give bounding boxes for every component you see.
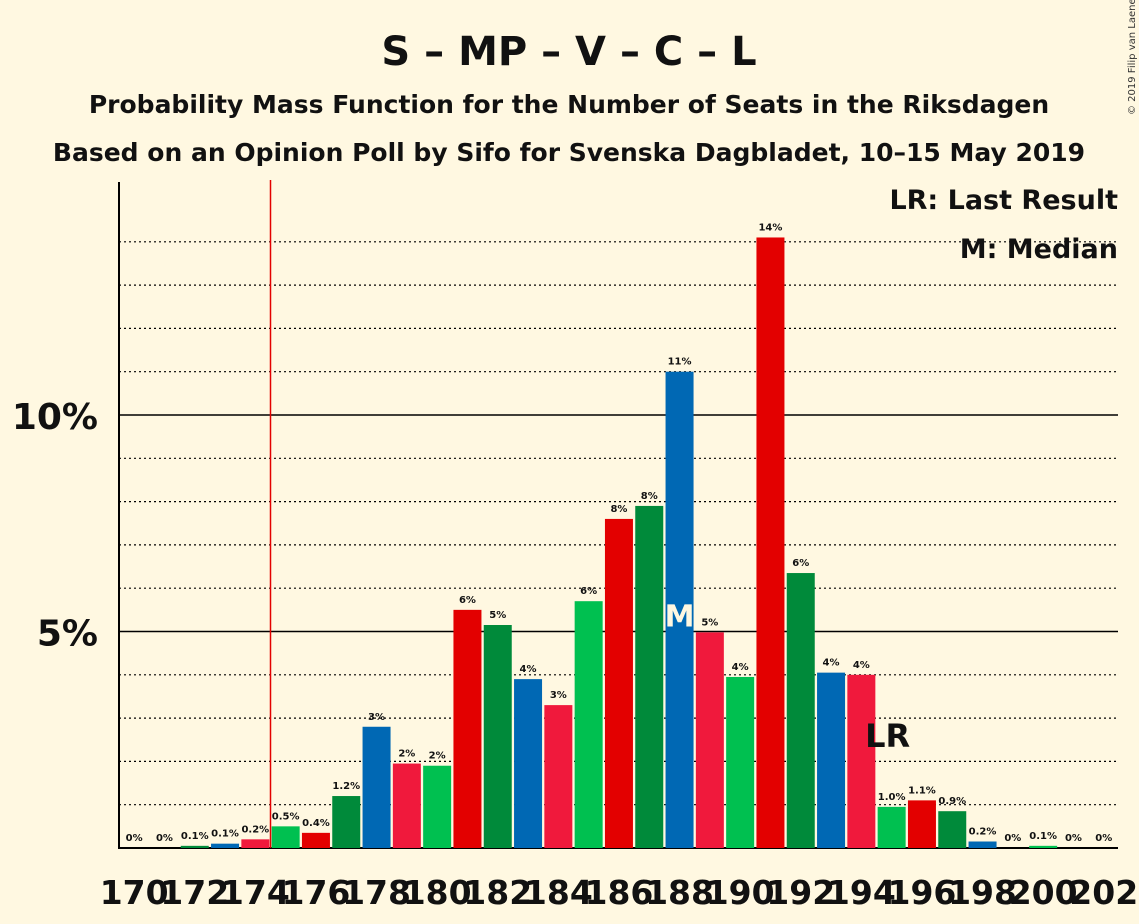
bar-seat-183 [514,679,543,848]
bar-seat-177 [332,796,361,848]
y-axis-labels: 5% 10% [12,397,98,655]
bar-value-label: 5% [701,617,718,628]
bar-value-label: 0% [1004,833,1021,844]
bar-value-label: 0.1% [1029,831,1057,842]
x-tick-label: 200 [1009,873,1078,912]
x-tick-label: 184 [524,873,593,912]
bar-seat-180 [423,765,452,848]
chart-subtitle-1: Probability Mass Function for the Number… [89,90,1049,119]
x-tick-label: 170 [100,873,169,912]
bar-seat-192 [786,573,815,848]
bar-value-label: 0.1% [211,829,239,840]
x-tick-label: 180 [403,873,472,912]
copyright-note: © 2019 Filip van Laenen [1127,0,1138,115]
x-tick-label: 188 [645,873,714,912]
bar-value-label: 0.9% [938,796,966,807]
x-tick-label: 174 [221,873,290,912]
bar-value-label: 2% [398,749,415,760]
bar-seat-181 [453,609,482,848]
bar-value-label: 8% [641,491,658,502]
x-tick-label: 194 [827,873,896,912]
bar-seat-185 [574,601,603,848]
bar-value-label: 0.2% [969,827,997,838]
y-tick-label: 10% [12,397,98,438]
x-tick-label: 178 [342,873,411,912]
bar-value-label: 4% [823,658,840,669]
bar-value-label: 0% [156,833,173,844]
bar-seat-184 [544,705,573,848]
bar-value-label: 6% [792,558,809,569]
x-tick-label: 172 [160,873,229,912]
bar-seat-193 [817,672,846,848]
legend-median: M: Median [960,234,1118,265]
bar-seat-200 [1029,845,1058,848]
x-tick-label: 198 [948,873,1017,912]
x-tick-label: 176 [282,873,351,912]
last-result-marker: LR [865,717,910,755]
chart-subtitle-2: Based on an Opinion Poll by Sifo for Sve… [53,138,1085,167]
bar-seat-194 [847,674,876,848]
bar-value-label: 3% [368,712,385,723]
bar-seat-190 [726,676,755,848]
bar-seat-198 [968,841,997,848]
x-tick-label: 186 [585,873,654,912]
bars [180,237,1058,849]
bar-seat-178 [362,726,391,848]
bar-value-label: 1.1% [908,785,936,796]
bar-seat-188 [665,371,694,848]
bar-seat-174 [241,839,270,848]
bar-value-label: 0.1% [181,831,209,842]
bar-value-label: 4% [853,660,870,671]
x-tick-label: 190 [706,873,775,912]
y-tick-label: 5% [37,614,98,655]
bar-value-label: 5% [489,610,506,621]
bar-value-label: 6% [459,595,476,606]
bar-seat-172 [180,845,209,848]
bar-seat-187 [635,505,664,848]
bar-value-label: 0.5% [272,811,300,822]
x-tick-label: 182 [463,873,532,912]
bar-seat-175 [271,826,300,848]
bar-value-label: 2% [429,751,446,762]
bar-value-label: 8% [610,504,627,515]
gridlines [119,241,1118,806]
bar-value-label: 4% [520,664,537,675]
bar-value-label: 6% [580,586,597,597]
x-axis-labels: 1701721741761781801821841861881901921941… [100,873,1138,912]
bar-seat-182 [483,625,512,848]
bar-seat-179 [392,763,421,848]
bar-value-label: 11% [668,357,692,368]
bar-value-label: 0.2% [241,824,269,835]
bar-value-labels: 0% 0% 0.1% 0.1% 0.2%0.5%0.4%1.2%3%2% 2%6%5%4%… [126,222,1113,844]
median-marker: M [665,600,695,635]
legend-last-result: LR: Last Result [889,185,1118,216]
bar-value-label: 14% [758,222,782,233]
bar-seat-189 [695,632,724,848]
bar-value-label: 0% [1095,833,1112,844]
bar-seat-196 [907,800,936,848]
bar-value-label: 0.4% [302,818,330,829]
bar-seat-176 [301,832,330,848]
x-tick-label: 192 [766,873,835,912]
bar-seat-195 [877,806,906,848]
bar-value-label: 1.2% [332,781,360,792]
x-tick-label: 202 [1069,873,1138,912]
bar-value-label: 1.0% [878,792,906,803]
bar-seat-191 [756,237,785,849]
x-tick-label: 196 [888,873,957,912]
bar-seat-173 [211,843,240,848]
bar-seat-186 [604,518,633,848]
bar-value-label: 0% [126,833,143,844]
bar-value-label: 4% [732,662,749,673]
chart-title: S – MP – V – C – L [381,29,756,75]
bar-value-label: 3% [550,690,567,701]
bar-seat-197 [938,811,967,848]
bar-value-label: 0% [1065,833,1082,844]
